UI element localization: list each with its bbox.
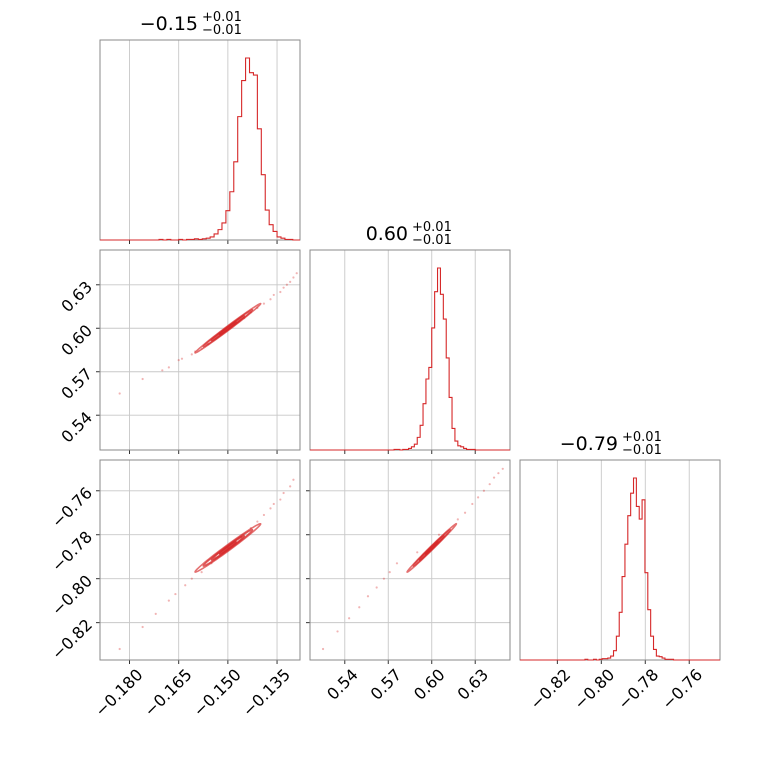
scatter-point: [501, 467, 504, 470]
x-tick-label: 0.54: [323, 665, 362, 704]
scatter-point: [118, 647, 121, 651]
panel-title-plus: +0.01: [622, 430, 662, 445]
scatter-point: [141, 625, 144, 629]
panel-frame: [99, 39, 301, 241]
scatter-point: [388, 570, 391, 574]
scatter-point: [282, 286, 285, 289]
scatter-point: [174, 592, 177, 596]
x-tick-label: −0.78: [614, 665, 662, 713]
scatter-point: [382, 577, 386, 580]
scatter-point: [177, 359, 180, 362]
scatter-point: [167, 599, 170, 602]
y-tick-label: 0.60: [57, 321, 96, 360]
scatter-point: [167, 366, 170, 369]
panel-title-plus: +0.01: [412, 220, 452, 235]
y-tick-label: 0.57: [57, 364, 96, 403]
scatter-point: [416, 551, 419, 554]
scatter-point: [492, 476, 496, 479]
scatter-point: [348, 617, 351, 620]
y-tick-label: 0.63: [57, 277, 96, 316]
scatter-point: [180, 357, 184, 360]
histogram-0: [100, 57, 300, 241]
panel-frame: [99, 249, 301, 451]
scatter-point: [375, 586, 378, 589]
panel-title-minus: −0.01: [412, 233, 452, 248]
panel-title-value: 0.60: [366, 223, 408, 245]
x-tick-label: 0.60: [410, 665, 449, 704]
contour-level-4: [194, 302, 262, 354]
x-tick-label: −0.165: [140, 665, 195, 720]
scatter-point: [190, 577, 193, 580]
scatter-point: [456, 518, 459, 521]
scatter-point: [161, 369, 164, 372]
x-tick-label: −0.82: [526, 665, 574, 713]
scatter-point: [256, 520, 259, 523]
panel-title-minus: −0.01: [622, 443, 662, 458]
scatter-point: [200, 570, 203, 574]
scatter-point: [497, 472, 500, 475]
scatter-point: [463, 511, 467, 514]
scatter-point: [262, 302, 266, 305]
scatter-point: [289, 280, 292, 283]
x-tick-label: 0.57: [367, 665, 406, 704]
scatter-point: [295, 272, 298, 275]
scatter-point: [358, 606, 361, 609]
x-tick-label: −0.76: [658, 665, 706, 713]
scatter-point: [272, 502, 275, 506]
scatter-point: [118, 392, 121, 395]
scatter-point: [477, 496, 480, 499]
scatter-point: [262, 513, 266, 517]
y-tick-label: −0.76: [48, 483, 96, 531]
scatter-point: [269, 507, 272, 510]
scatter-point: [292, 276, 295, 279]
histogram-2: [520, 477, 720, 661]
contour-level-4: [194, 522, 262, 573]
panel-frame: [99, 459, 301, 661]
scatter-point: [282, 491, 285, 495]
contour-level-4: [406, 522, 458, 573]
y-tick-label: 0.54: [57, 408, 96, 447]
scatter-point: [279, 290, 282, 294]
x-tick-label: −0.80: [570, 665, 618, 713]
y-tick-label: −0.80: [48, 571, 96, 619]
scatter-point: [285, 283, 288, 286]
scatter-point: [437, 533, 441, 536]
scatter-point: [141, 377, 144, 381]
x-tick-label: −0.135: [239, 665, 294, 720]
y-tick-label: −0.82: [48, 615, 96, 663]
panel-title-value: −0.79: [560, 433, 618, 455]
scatter-point: [190, 353, 193, 356]
scatter-point: [488, 483, 491, 486]
panel-frame: [309, 459, 511, 661]
scatter-point: [336, 630, 339, 633]
x-tick-label: −0.150: [190, 665, 245, 720]
scatter-point: [471, 502, 474, 506]
panel-frame: [309, 249, 511, 451]
panel-title-minus: −0.01: [202, 23, 242, 38]
scatter-point: [289, 485, 292, 488]
scatter-point: [279, 498, 282, 501]
x-tick-label: 0.63: [454, 665, 493, 704]
scatter-point: [321, 647, 325, 651]
scatter-point: [366, 595, 370, 598]
x-tick-label: −0.180: [91, 665, 146, 720]
scatter-point: [272, 293, 275, 297]
scatter-point: [482, 489, 486, 492]
scatter-point: [184, 584, 187, 587]
scatter-point: [292, 478, 295, 481]
panel-title-value: −0.15: [140, 13, 198, 35]
panel-frame: [519, 459, 721, 661]
scatter-point: [154, 612, 157, 615]
scatter-point: [269, 298, 272, 301]
scatter-point: [395, 562, 399, 565]
panel-title-plus: +0.01: [202, 10, 242, 25]
histogram-1: [310, 267, 510, 451]
y-tick-label: −0.78: [48, 527, 96, 575]
